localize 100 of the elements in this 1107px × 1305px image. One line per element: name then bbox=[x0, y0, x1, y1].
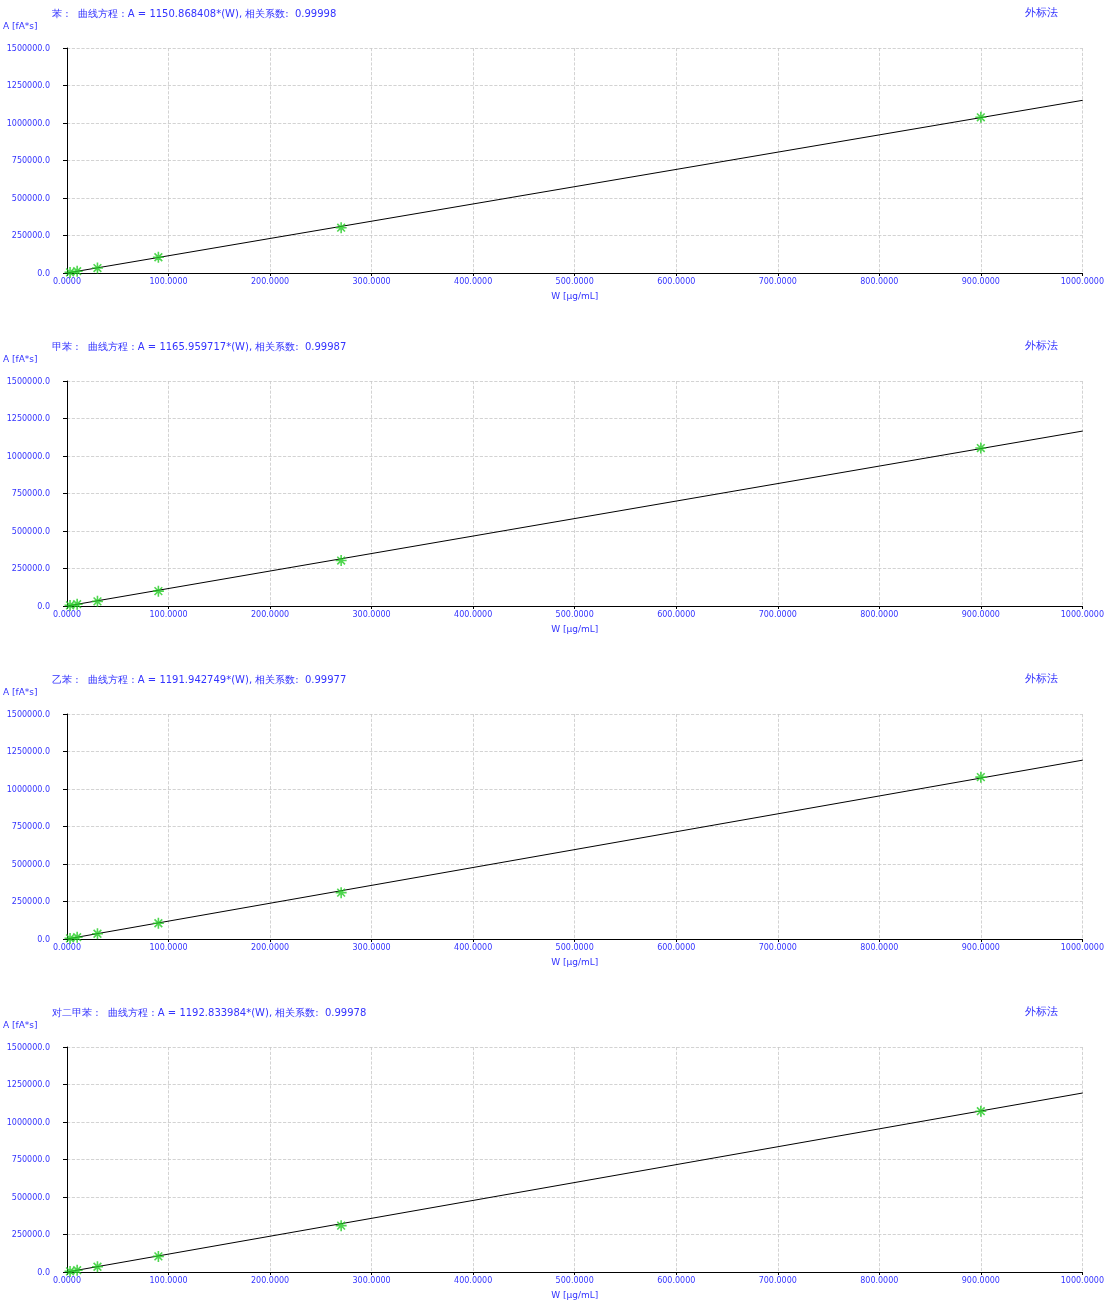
x-tick-label: 400.0000 bbox=[454, 609, 493, 619]
y-tick-label: 1500000.0 bbox=[6, 43, 50, 53]
point bbox=[91, 261, 104, 275]
point bbox=[70, 597, 84, 611]
x-tick-label: 500.0000 bbox=[555, 609, 594, 619]
x-tick-label: 1000.0000 bbox=[1060, 1275, 1104, 1285]
y-tick-label: 750000.0 bbox=[11, 1155, 50, 1164]
x-tick-label: 700.0000 bbox=[758, 1275, 797, 1285]
text: 外标法 bbox=[1025, 672, 1058, 685]
x-tick-label: 1000.0000 bbox=[1060, 276, 1104, 286]
y-tick-label: 500000.0 bbox=[11, 859, 50, 869]
x-tick-label: 400.0000 bbox=[454, 1275, 493, 1285]
y-tick-label: 0.0 bbox=[37, 601, 50, 611]
x-tick-label: 500.0000 bbox=[555, 942, 594, 952]
text: 外标法 bbox=[1025, 6, 1058, 19]
x-tick-label: 700.0000 bbox=[758, 276, 797, 286]
text: 外标法 bbox=[1025, 1005, 1058, 1018]
x-tick-label: 1000.0000 bbox=[1060, 609, 1104, 619]
y-axis-title: A [fA*s] bbox=[3, 686, 38, 697]
point bbox=[974, 770, 988, 784]
y-tick-label: 500000.0 bbox=[11, 1192, 50, 1202]
x-tick-label: 100.0000 bbox=[149, 609, 188, 619]
y-tick-label: 250000.0 bbox=[11, 564, 50, 573]
x-tick-label: 900.0000 bbox=[961, 942, 1000, 952]
point bbox=[334, 221, 348, 234]
point bbox=[974, 441, 988, 455]
point bbox=[974, 111, 988, 124]
y-tick-label: 1000000.0 bbox=[6, 1117, 50, 1127]
y-tick-label: 0.0 bbox=[37, 934, 50, 944]
point bbox=[152, 250, 165, 264]
x-axis-title: W [μg/mL] bbox=[551, 290, 599, 301]
y-tick-label: 0.0 bbox=[37, 268, 50, 278]
chart-title: 乙苯 : 曲线方程 : A = 1191.942749*(W), 相关系数: 0.99977 bbox=[52, 673, 347, 685]
x-tick-label: 0.0000 bbox=[53, 942, 81, 952]
y-axis-title: A [fA*s] bbox=[3, 1019, 38, 1030]
x-tick-label: 600.0000 bbox=[657, 276, 696, 286]
point bbox=[334, 1219, 348, 1232]
x-tick-label: 800.0000 bbox=[860, 276, 899, 286]
y-tick-label: 500000.0 bbox=[11, 193, 50, 203]
y-tick-label: 1250000.0 bbox=[6, 81, 50, 90]
x-tick-label: 300.0000 bbox=[352, 609, 391, 619]
chart-title: 苯 : 曲线方程 : A = 1150.868408*(W), 相关系数: 0.99998 bbox=[52, 7, 337, 19]
x-tick-label: 800.0000 bbox=[860, 609, 899, 619]
y-tick-label: 0.0 bbox=[37, 1267, 50, 1277]
x-tick-label: 800.0000 bbox=[860, 942, 899, 952]
x-tick-label: 900.0000 bbox=[961, 609, 1000, 619]
point bbox=[334, 554, 348, 567]
x-tick-label: 0.0000 bbox=[53, 276, 81, 286]
y-tick-label: 250000.0 bbox=[11, 897, 50, 906]
x-axis-title: W [μg/mL] bbox=[551, 623, 599, 634]
y-tick-label: 750000.0 bbox=[11, 489, 50, 498]
x-tick-label: 800.0000 bbox=[860, 1275, 899, 1285]
y-tick-label: 1000000.0 bbox=[6, 118, 50, 128]
point bbox=[70, 264, 84, 278]
x-tick-label: 200.0000 bbox=[250, 609, 290, 619]
x-tick-label: 700.0000 bbox=[758, 609, 797, 619]
x-tick-label: 200.0000 bbox=[250, 276, 290, 286]
y-tick-label: 1250000.0 bbox=[6, 414, 50, 423]
point bbox=[152, 1250, 165, 1263]
x-tick-label: 600.0000 bbox=[657, 609, 696, 619]
y-tick-label: 1000000.0 bbox=[6, 451, 50, 461]
point bbox=[91, 595, 104, 608]
x-axis-title: W [μg/mL] bbox=[551, 1289, 599, 1300]
y-axis-title: A [fA*s] bbox=[3, 20, 38, 31]
x-tick-label: 600.0000 bbox=[657, 1275, 696, 1285]
x-tick-label: 0.0000 bbox=[53, 609, 81, 619]
x-tick-label: 900.0000 bbox=[961, 1275, 1000, 1285]
point bbox=[91, 1260, 104, 1274]
y-tick-label: 1500000.0 bbox=[6, 709, 50, 719]
y-tick-label: 500000.0 bbox=[11, 526, 50, 536]
x-tick-label: 100.0000 bbox=[149, 1275, 188, 1285]
point bbox=[70, 930, 84, 944]
y-tick-label: 1250000.0 bbox=[6, 747, 50, 756]
x-tick-label: 900.0000 bbox=[961, 276, 1000, 286]
x-tick-label: 500.0000 bbox=[555, 1275, 594, 1285]
x-tick-label: 200.0000 bbox=[250, 1275, 290, 1285]
x-axis-title: W [μg/mL] bbox=[551, 956, 599, 967]
x-tick-label: 100.0000 bbox=[149, 276, 188, 286]
x-tick-label: 1000.0000 bbox=[1060, 942, 1104, 952]
y-tick-label: 1500000.0 bbox=[6, 376, 50, 386]
x-tick-label: 400.0000 bbox=[454, 942, 493, 952]
x-tick-label: 500.0000 bbox=[555, 276, 594, 286]
point bbox=[974, 1104, 988, 1118]
x-tick-label: 700.0000 bbox=[758, 942, 797, 952]
x-tick-label: 300.0000 bbox=[352, 1275, 391, 1285]
x-tick-label: 100.0000 bbox=[149, 942, 188, 952]
chart-title: 甲苯 : 曲线方程 : A = 1165.959717*(W), 相关系数: 0.99987 bbox=[52, 340, 347, 352]
point bbox=[152, 916, 165, 930]
x-tick-label: 300.0000 bbox=[352, 942, 391, 952]
x-tick-label: 600.0000 bbox=[657, 942, 696, 952]
x-tick-label: 0.0000 bbox=[53, 1275, 81, 1285]
point bbox=[70, 1263, 84, 1277]
y-tick-label: 750000.0 bbox=[11, 822, 50, 831]
x-tick-label: 300.0000 bbox=[352, 276, 391, 286]
y-tick-label: 1500000.0 bbox=[6, 1042, 50, 1052]
y-axis-title: A [fA*s] bbox=[3, 353, 38, 364]
y-tick-label: 1000000.0 bbox=[6, 784, 50, 794]
y-tick-label: 750000.0 bbox=[11, 156, 50, 165]
point bbox=[91, 927, 104, 941]
chart-title: 对二甲苯 : 曲线方程 : A = 1192.833984*(W), 相关系数: 0.99978 bbox=[52, 1006, 367, 1018]
